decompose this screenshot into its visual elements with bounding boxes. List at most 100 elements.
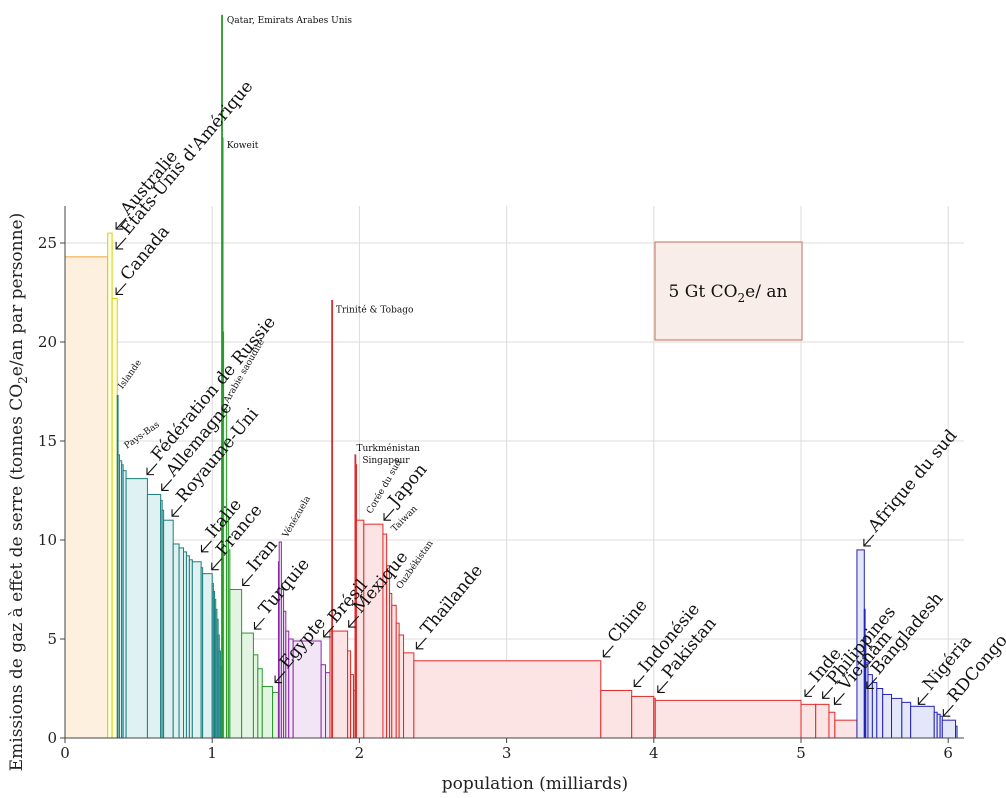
label-arrowhead [942, 709, 951, 717]
label-arrow [348, 615, 360, 628]
bar-philippines [800, 703, 817, 739]
bar-bangladesh [834, 719, 858, 739]
label-venezuela: Vénézuela [280, 493, 313, 540]
label-arrowhead [602, 649, 611, 658]
x-tick-label: 1 [207, 744, 217, 762]
x-tick-label: 3 [502, 744, 512, 762]
label-qatar-emirats-arabes-unis: Qatar, Emirats Arabes Unis [227, 16, 353, 26]
bar [257, 668, 263, 739]
label-arrowhead [200, 544, 209, 553]
label-text: Thaïlande [417, 561, 487, 639]
label-koweit: Koweit [227, 141, 259, 151]
y-tick-label: 15 [38, 432, 57, 450]
label-arrowhead [822, 691, 830, 699]
label-arrow [115, 283, 127, 295]
bar-australie [64, 256, 109, 739]
x-axis-label: population (milliards) [442, 774, 628, 794]
label-arrow [834, 692, 845, 705]
y-axis-label: Emissions de gaz à effet de serre (tonne… [7, 213, 30, 772]
label-arrow [866, 677, 878, 689]
label-arrowhead [171, 509, 180, 517]
label-arrowhead [415, 641, 424, 650]
bar [901, 701, 912, 739]
label-chine: Chine [602, 596, 652, 658]
label-arrowhead [242, 578, 250, 587]
bars [64, 14, 958, 739]
label-arrow [201, 540, 212, 553]
bar [252, 654, 259, 739]
bar [178, 547, 184, 739]
y-tick-label: 20 [38, 333, 57, 351]
bar [891, 697, 903, 739]
label-arrow [822, 686, 834, 699]
label-arrow [942, 704, 954, 717]
legend-box [654, 241, 803, 341]
bar-vietnam [815, 703, 830, 739]
bar-ouzbekistan [391, 604, 397, 739]
bar-inde [654, 699, 802, 739]
bar [272, 691, 279, 739]
label-arrowhead [211, 562, 219, 571]
label-arrowhead [383, 513, 392, 521]
bar-canada [111, 297, 118, 739]
label-arrow [657, 681, 669, 693]
bar-royaume-uni [163, 519, 174, 739]
label-arrow [804, 685, 816, 697]
label-arrow [602, 645, 614, 658]
label-etats-unis-d-amerique: Etats-Unis d'Amérique [115, 77, 257, 250]
bar [955, 725, 958, 739]
x-tick-label: 5 [796, 744, 806, 762]
x-tick-label: 0 [60, 744, 70, 762]
label-arrowhead [804, 689, 812, 697]
label-arrow [242, 574, 254, 586]
legend-text: 5 Gt CO2e/ an [669, 282, 788, 305]
x-tick-label: 2 [355, 744, 365, 762]
label-arrow [115, 237, 127, 250]
bar-indonesie [600, 689, 633, 739]
label-arrowhead [161, 483, 169, 492]
label-arrow [211, 558, 223, 571]
label-thailande: Thaïlande [415, 561, 487, 650]
label-arrow [146, 463, 158, 475]
label-arrow [323, 625, 335, 638]
label-text: Iran [243, 535, 281, 575]
y-tick-label: 0 [47, 729, 57, 747]
bar [631, 695, 655, 739]
bar-allemagne [146, 493, 162, 739]
label-arrowhead [323, 629, 331, 638]
bar-rdcongo [941, 719, 957, 739]
label-turkmenistan: Turkménistan [356, 443, 420, 454]
label-arrow [415, 637, 427, 650]
bar-thailande [403, 652, 415, 739]
label-arrow [161, 479, 173, 491]
bar-etats-unis-d-amerique [107, 232, 113, 739]
label-taiwan: Taiwan [390, 504, 420, 534]
y-tick-label: 5 [47, 630, 57, 648]
bar-nigeria [910, 705, 935, 739]
bar-coree-du-sud [355, 519, 365, 739]
label-islande: Islande [117, 358, 144, 391]
label-arrowhead [253, 622, 262, 630]
bar [882, 693, 893, 739]
label-arrowhead [863, 538, 871, 547]
label-arrow [863, 534, 875, 547]
label-singapour: Singapour [362, 456, 410, 466]
bar-turquie [241, 632, 254, 739]
label-arrow [274, 671, 286, 683]
label-arrow [171, 504, 183, 517]
bar-france [202, 573, 213, 739]
bar-japon [363, 523, 384, 739]
bar-trinite-tobago [331, 299, 334, 739]
label-arrowhead [146, 467, 155, 476]
label-arrowhead [866, 681, 874, 690]
bar-chine [413, 660, 602, 739]
bar-iran [229, 589, 243, 739]
label-arrow [254, 617, 265, 630]
bar [398, 634, 405, 739]
y-tick-label: 25 [38, 234, 57, 252]
bar [320, 664, 327, 739]
label-afrique-du-sud: Afrique du sud [863, 426, 961, 547]
y-tick-label: 10 [38, 531, 57, 549]
